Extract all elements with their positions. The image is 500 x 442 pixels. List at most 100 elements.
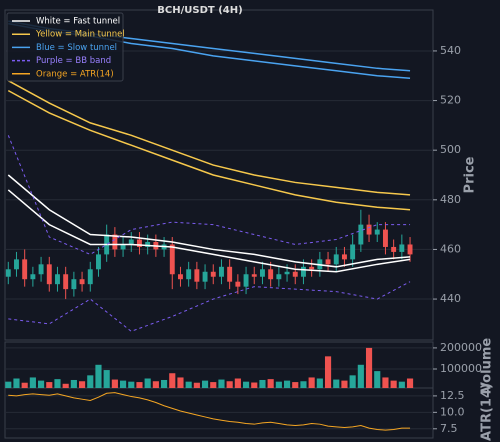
candle-body bbox=[38, 264, 44, 275]
candle-body bbox=[5, 269, 11, 277]
volume-bar bbox=[251, 382, 258, 388]
volume-bar bbox=[283, 380, 291, 388]
candle-body bbox=[137, 239, 142, 247]
candle-body bbox=[120, 244, 126, 250]
candle-body bbox=[22, 259, 28, 280]
indicator-line bbox=[7, 89, 411, 211]
candle-body bbox=[366, 224, 372, 235]
volume-bar bbox=[13, 378, 20, 388]
y-tick-label: 200000 bbox=[440, 341, 482, 354]
volume-bar bbox=[152, 381, 159, 388]
legend-label: Orange = ATR(14) bbox=[36, 69, 114, 79]
volume-bar bbox=[160, 379, 168, 388]
volume-bar bbox=[46, 382, 53, 388]
volume-bar bbox=[5, 381, 12, 388]
candle-body bbox=[284, 271, 290, 275]
candle-body bbox=[309, 266, 315, 270]
y-tick-label: 520 bbox=[440, 94, 461, 107]
volume-bar bbox=[333, 379, 340, 388]
y-tick-label: 480 bbox=[440, 193, 461, 206]
volume-bar bbox=[54, 379, 61, 388]
candle-body bbox=[112, 234, 118, 250]
volume-bar bbox=[78, 381, 86, 388]
candle-body bbox=[268, 269, 274, 280]
chart-title: BCH/USDT (4H) bbox=[157, 5, 242, 16]
volume-bar bbox=[185, 381, 192, 388]
candle-body bbox=[46, 264, 52, 285]
indicator-line bbox=[8, 281, 411, 332]
candle-body bbox=[391, 246, 397, 252]
candle-body bbox=[202, 271, 208, 282]
volume-bar bbox=[234, 378, 241, 388]
y-tick-label: 440 bbox=[440, 292, 461, 305]
indicator-line bbox=[7, 189, 411, 273]
volume-bar bbox=[128, 381, 135, 388]
volume-bar bbox=[38, 380, 45, 388]
volume-bar bbox=[374, 371, 381, 388]
legend-box bbox=[6, 12, 124, 82]
volume-bar bbox=[390, 380, 397, 388]
candle-body bbox=[235, 281, 241, 287]
volume-bar bbox=[316, 378, 323, 388]
volume-bar bbox=[144, 378, 151, 388]
candle-body bbox=[341, 254, 347, 260]
volume-bar bbox=[308, 377, 315, 388]
volume-bar bbox=[398, 381, 405, 388]
candle-body bbox=[169, 244, 175, 275]
y-tick-label: 12.5 bbox=[440, 389, 465, 402]
legend: White = Fast tunnel Yellow = Main tunnel B… bbox=[6, 12, 125, 82]
y-tick-label: 10.0 bbox=[440, 405, 465, 418]
candle-body bbox=[276, 274, 282, 280]
candle-body bbox=[63, 274, 69, 290]
volume-bar bbox=[275, 381, 282, 388]
volume-bar bbox=[365, 347, 373, 388]
candle-body bbox=[259, 269, 265, 277]
candle-body bbox=[186, 269, 192, 280]
candle-body bbox=[399, 244, 405, 252]
candle-body bbox=[71, 279, 77, 290]
volume-bar bbox=[210, 382, 217, 388]
volume-bar bbox=[136, 382, 143, 388]
candle-body bbox=[145, 241, 151, 247]
candle-body bbox=[128, 239, 134, 245]
candle-body bbox=[333, 254, 339, 265]
volume-bar bbox=[193, 382, 200, 388]
volume-bar bbox=[87, 375, 94, 388]
volume-bar bbox=[341, 380, 348, 388]
volume-bar bbox=[226, 381, 233, 388]
volume-bar bbox=[103, 370, 110, 388]
candle-body bbox=[178, 274, 183, 280]
candle-body bbox=[374, 229, 380, 235]
candle-body bbox=[210, 271, 216, 277]
candle-body bbox=[292, 271, 298, 277]
volume-bar bbox=[267, 379, 274, 388]
volume-bar bbox=[300, 381, 307, 388]
candle-body bbox=[219, 266, 224, 277]
indicator-line bbox=[7, 135, 411, 255]
volume-bar bbox=[29, 377, 36, 388]
volume-bar bbox=[357, 364, 364, 388]
volume-bar bbox=[201, 380, 209, 388]
candle-body bbox=[358, 224, 364, 245]
volume-bar bbox=[169, 373, 176, 388]
y-tick-label: 7.5 bbox=[440, 422, 458, 435]
candle-body bbox=[243, 274, 249, 287]
volume-bar bbox=[292, 382, 299, 388]
volume-bar bbox=[62, 383, 69, 388]
candle-body bbox=[14, 259, 19, 270]
legend-label: Yellow = Main tunnel bbox=[35, 30, 125, 40]
volume-bar bbox=[259, 379, 266, 388]
candle-body bbox=[251, 274, 257, 277]
legend-label: Blue = Slow tunnel bbox=[36, 43, 117, 53]
volume-bar bbox=[382, 377, 389, 388]
volume-bar bbox=[242, 381, 250, 388]
y-axis-label: Price bbox=[463, 156, 478, 193]
atr-line bbox=[8, 392, 411, 431]
price-frame bbox=[4, 9, 434, 341]
candle-body bbox=[55, 274, 60, 285]
candle-body bbox=[300, 266, 306, 277]
y-tick-label: 540 bbox=[440, 44, 461, 57]
y-tick-label: 460 bbox=[440, 242, 461, 255]
candle-body bbox=[194, 269, 200, 282]
candle-body bbox=[96, 254, 101, 270]
